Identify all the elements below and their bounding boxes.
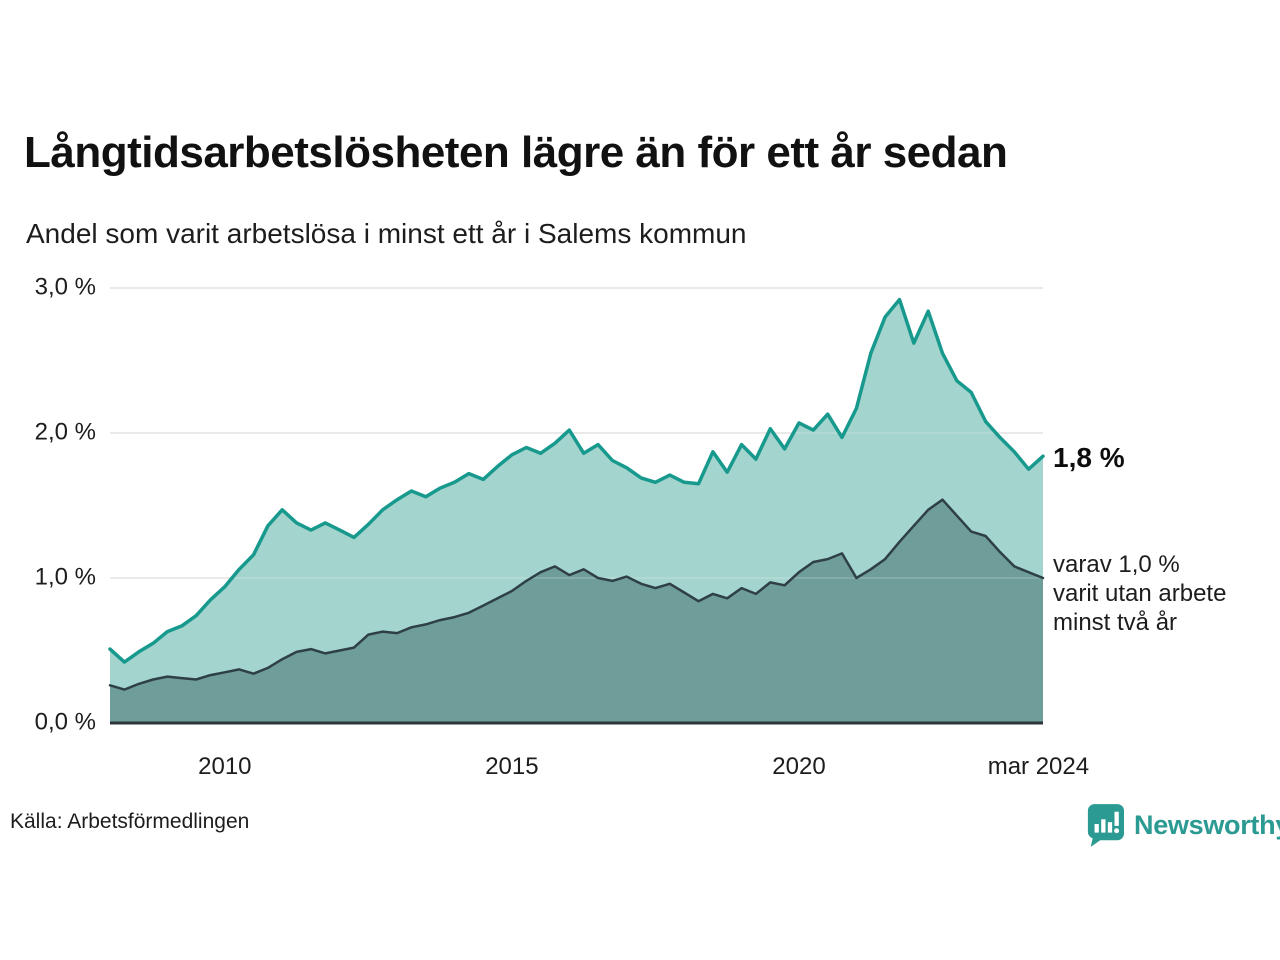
x-tick-label: 2020 [772,753,826,780]
logo-exclamation-dot-icon [1114,828,1120,834]
line-minst-två-år [108,498,1045,691]
secondary-value-label: varav 1,0 % varit utan arbete minst två … [1053,550,1226,637]
x-tick-label: 2010 [198,753,252,780]
y-tick-label: 1,0 % [34,563,96,591]
logo-exclamation-icon [1114,811,1119,826]
secondary-value-line: varav 1,0 % [1053,551,1180,578]
y-tick-label: 0,0 % [34,708,96,736]
y-tick-label: 2,0 % [34,418,96,446]
line-minst-ett-år [108,297,1045,664]
secondary-value-line: varit utan arbete [1053,580,1227,607]
chart-canvas [108,287,1045,725]
x-tick-label: 2015 [485,753,539,780]
page-title: Långtidsarbetslösheten lägre än för ett … [24,128,1008,177]
chart-subtitle: Andel som varit arbetslösa i minst ett å… [26,218,747,249]
logo-bar-icon [1107,822,1113,833]
newsworthy-logo: Newsworthy [1086,802,1280,848]
area-minst-två-år [110,499,1043,723]
secondary-value-line: minst två år [1053,609,1178,636]
latest-value-label: 1,8 % [1053,442,1125,473]
x-tick-label: mar 2024 [987,753,1090,780]
newsworthy-logo-icon [1087,804,1124,847]
logo-bar-icon [1101,819,1106,833]
y-tick-label: 3,0 % [34,273,96,301]
source-credit: Källa: Arbetsförmedlingen [10,810,250,833]
newsworthy-logo-text: Newsworthy [1134,809,1280,840]
logo-bar-icon [1094,824,1099,833]
